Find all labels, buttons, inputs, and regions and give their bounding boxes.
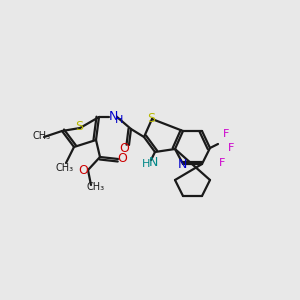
Text: CH₃: CH₃ — [87, 182, 105, 192]
Text: O: O — [78, 164, 88, 178]
Text: N: N — [177, 158, 187, 172]
Text: O: O — [117, 152, 127, 166]
Text: S: S — [147, 112, 155, 124]
Text: H: H — [115, 115, 123, 125]
Text: N: N — [108, 110, 118, 122]
Text: CH₃: CH₃ — [56, 163, 74, 173]
Text: H: H — [142, 159, 150, 169]
Text: F: F — [219, 158, 225, 168]
Text: F: F — [228, 143, 234, 153]
Text: O: O — [119, 142, 129, 154]
Text: S: S — [75, 121, 83, 134]
Text: N: N — [148, 155, 158, 169]
Text: CH₃: CH₃ — [33, 131, 51, 141]
Text: F: F — [223, 129, 229, 139]
